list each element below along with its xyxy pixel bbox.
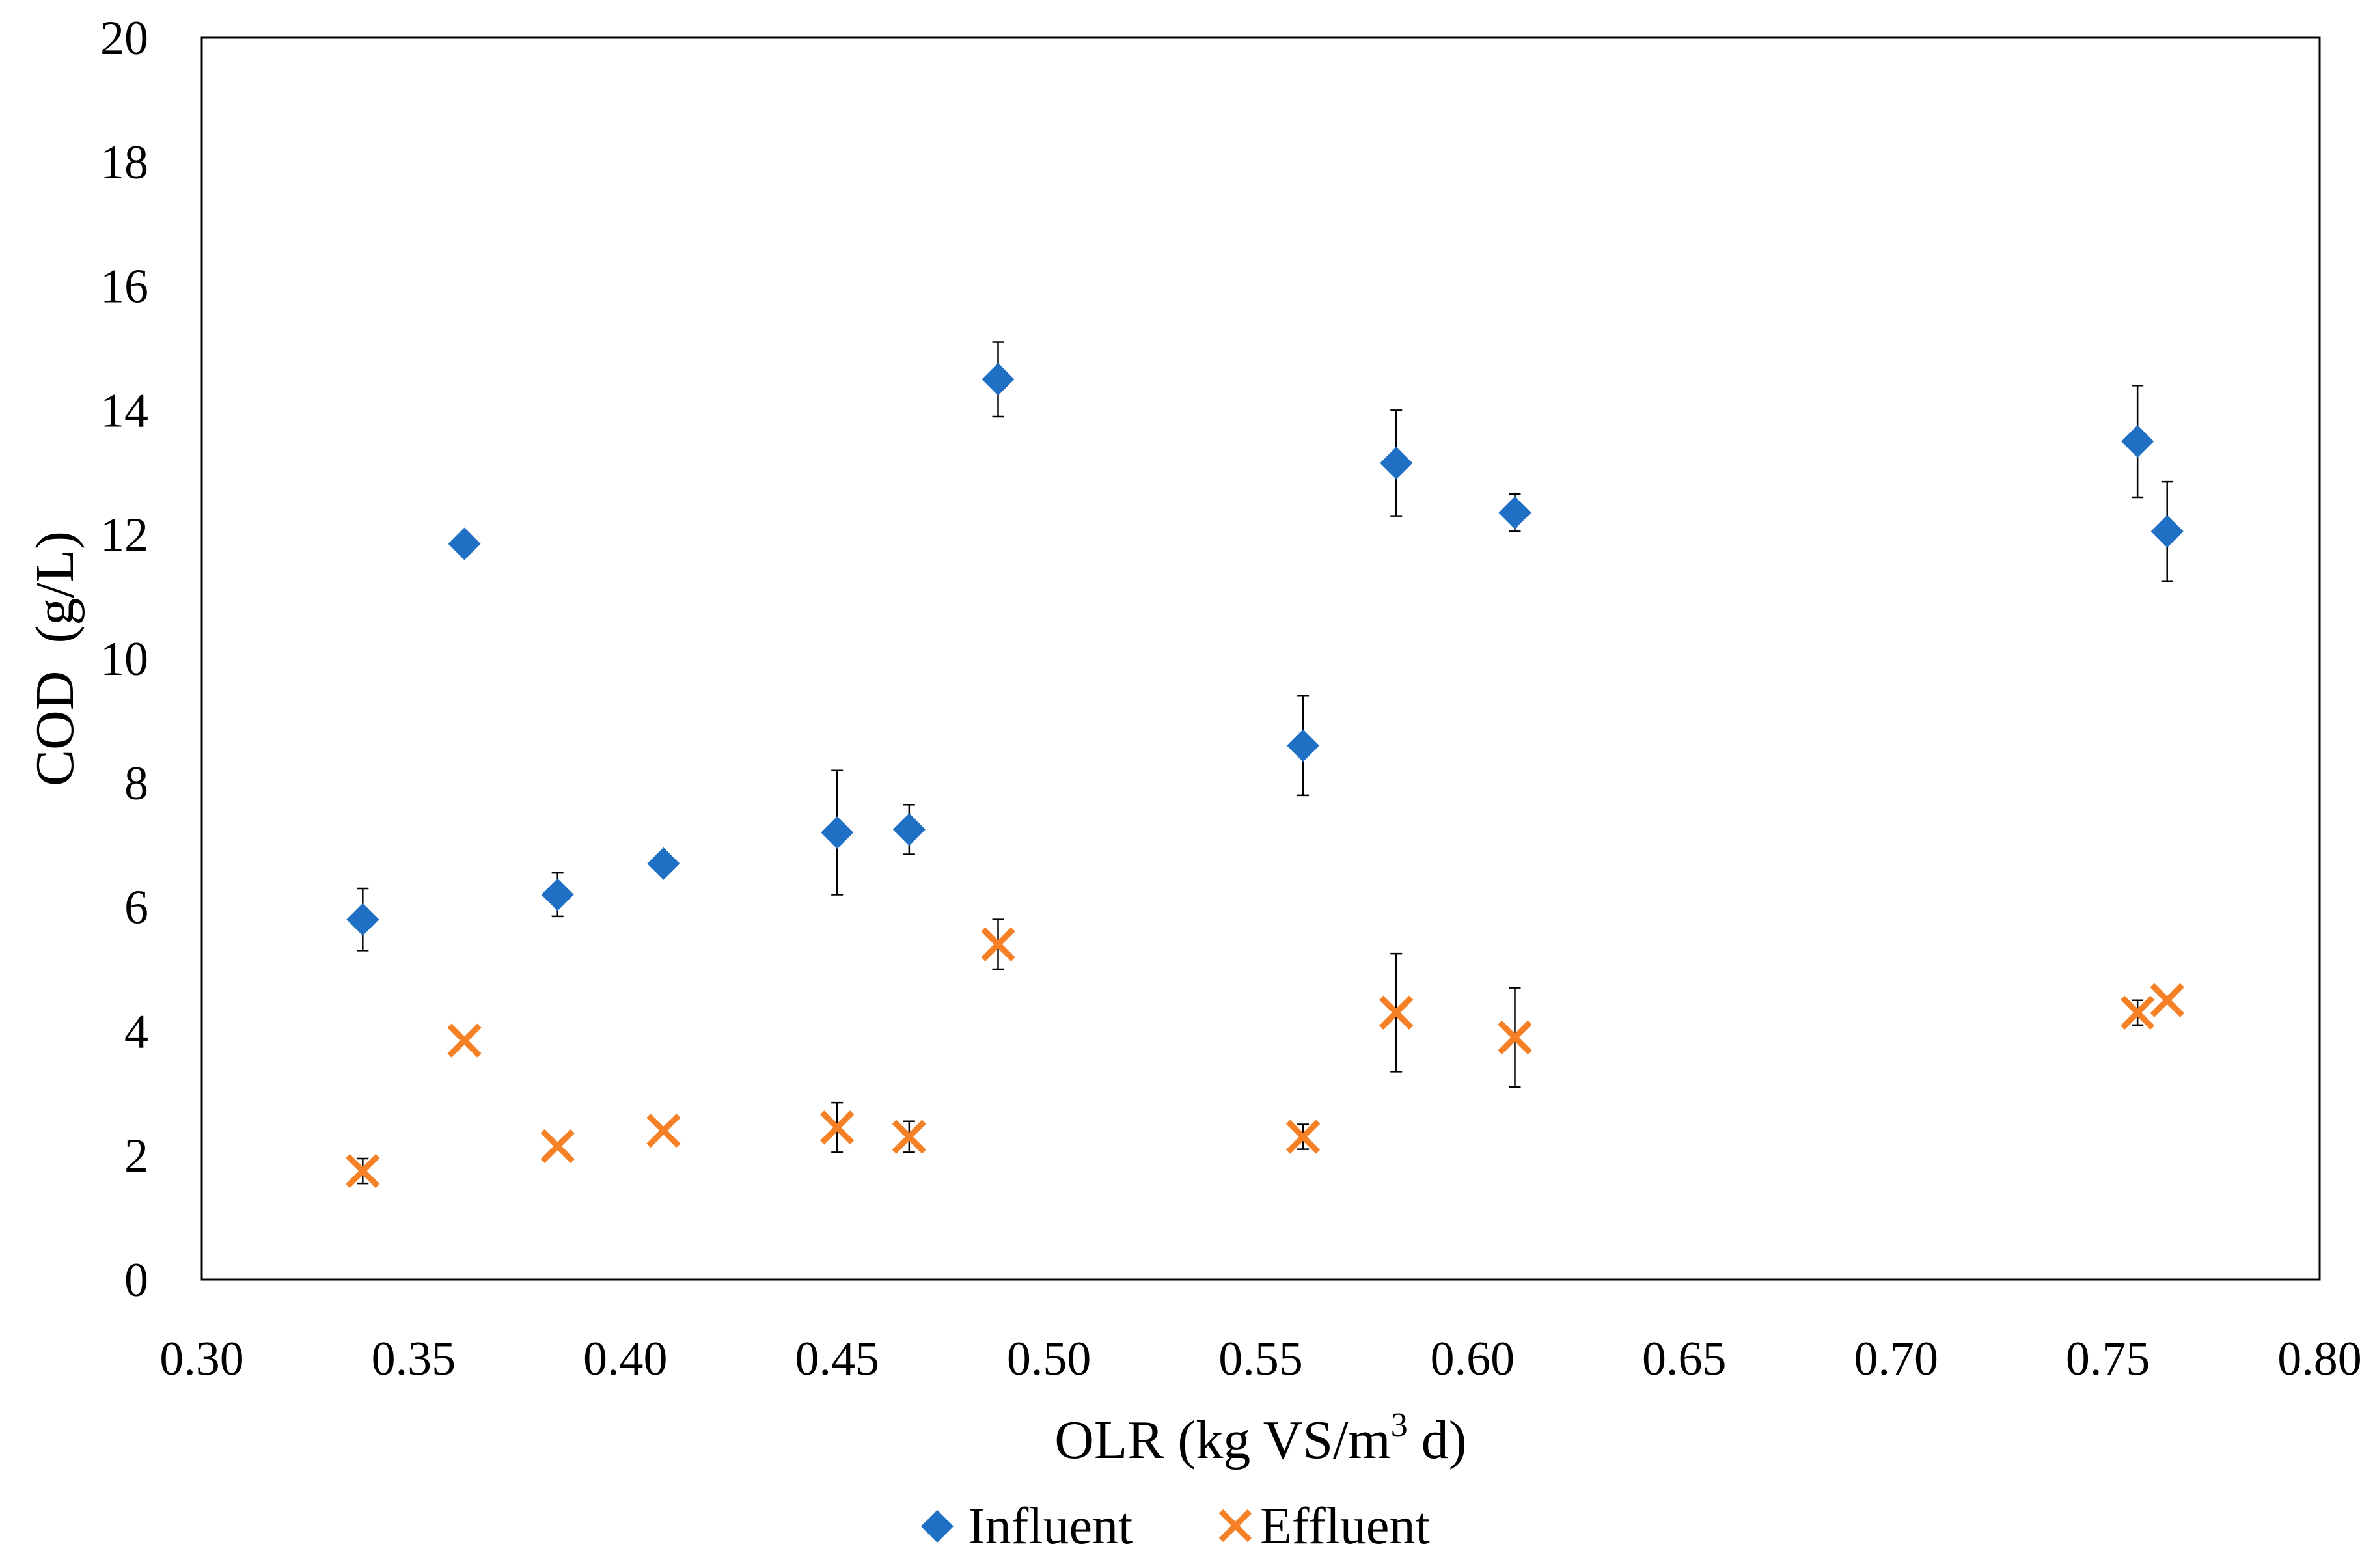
influent-point	[982, 363, 1015, 396]
legend-effluent-label: Effluent	[1260, 1498, 1430, 1555]
x-tick-label: 0.60	[1431, 1332, 1515, 1386]
influent-point	[448, 527, 481, 560]
legend-influent-label: Influent	[968, 1498, 1133, 1555]
x-axis-title: OLR (kg VS/m3 d)	[1054, 1407, 1467, 1470]
x-tick-label: 0.80	[2277, 1332, 2362, 1386]
y-tick-label: 16	[100, 260, 148, 314]
legend: Influent Effluent	[921, 1498, 1430, 1555]
x-tick-label: 0.70	[1854, 1332, 1938, 1386]
y-axis-ticks: 0 2 4 6 8 10 12 14 16 18 20	[100, 12, 148, 1307]
y-tick-label: 0	[124, 1254, 148, 1307]
influent-point	[541, 878, 574, 911]
x-tick-label: 0.75	[2066, 1332, 2150, 1386]
effluent-point	[2150, 983, 2184, 1017]
x-tick-label: 0.55	[1218, 1332, 1303, 1386]
legend-effluent-marker	[1218, 1509, 1252, 1543]
effluent-point	[1285, 1120, 1321, 1154]
effluent-point	[820, 1110, 855, 1145]
y-axis-title: COD (g/L)	[25, 531, 85, 786]
influent-point	[2150, 515, 2184, 548]
y-tick-label: 18	[100, 136, 148, 189]
legend-influent-marker	[921, 1510, 954, 1543]
influent-point	[1287, 729, 1320, 762]
effluent-point	[346, 1153, 380, 1189]
effluent-point	[892, 1120, 927, 1154]
influent-point	[1380, 447, 1413, 480]
effluent-point	[981, 927, 1015, 962]
influent-point	[821, 816, 854, 849]
effluent-point	[1379, 995, 1414, 1030]
y-tick-label: 20	[100, 12, 148, 65]
x-tick-label: 0.30	[159, 1332, 244, 1386]
y-tick-label: 14	[100, 384, 148, 437]
influent-point	[647, 847, 680, 880]
y-tick-label: 4	[124, 1005, 148, 1058]
x-tick-label: 0.65	[1642, 1332, 1727, 1386]
effluent-point	[540, 1129, 575, 1164]
x-tick-label: 0.35	[372, 1332, 456, 1386]
x-tick-label: 0.40	[583, 1332, 668, 1386]
data-markers	[346, 363, 2184, 1189]
effluent-point	[646, 1113, 681, 1148]
influent-point	[1498, 496, 1531, 529]
y-tick-label: 2	[124, 1129, 148, 1183]
plot-area-frame	[200, 36, 2321, 1281]
x-tick-label: 0.50	[1007, 1332, 1091, 1386]
x-tick-label: 0.45	[795, 1332, 879, 1386]
effluent-point	[1498, 1020, 1532, 1055]
y-tick-label: 10	[100, 633, 148, 686]
error-bars	[357, 341, 2173, 1185]
y-tick-label: 12	[100, 508, 148, 562]
influent-point	[2121, 425, 2154, 458]
effluent-point	[2120, 995, 2155, 1030]
influent-point	[892, 813, 926, 846]
effluent-point	[447, 1023, 482, 1058]
y-tick-label: 6	[124, 881, 148, 935]
y-tick-label: 8	[124, 757, 148, 810]
x-axis-ticks: 0.30 0.35 0.40 0.45 0.50 0.55 0.60 0.65 0.70 0.75…	[159, 1332, 2362, 1386]
influent-point	[346, 903, 379, 936]
